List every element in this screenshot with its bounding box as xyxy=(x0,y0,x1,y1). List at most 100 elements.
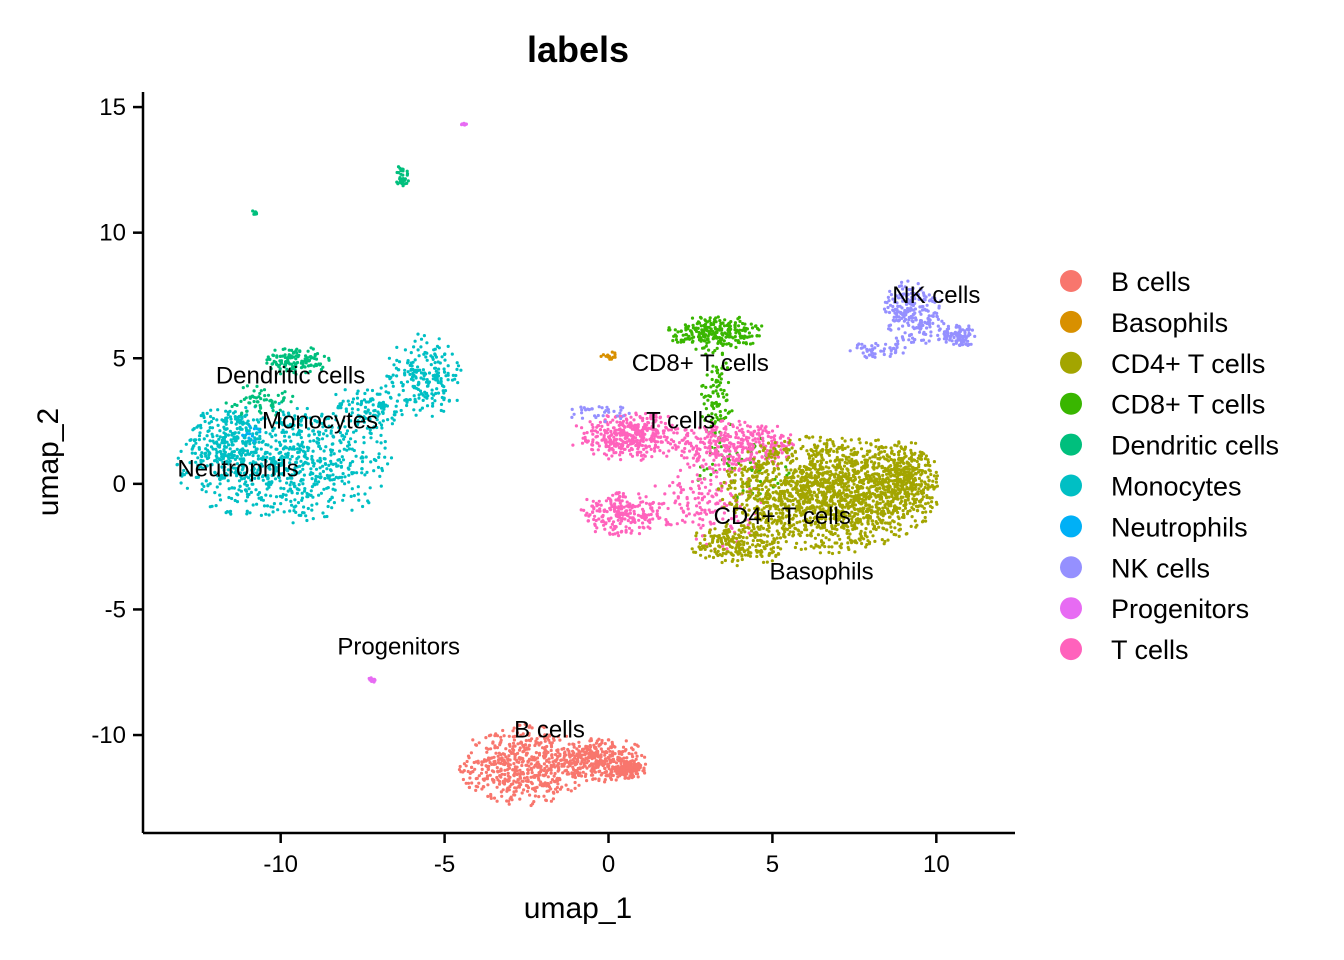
data-point xyxy=(248,473,253,477)
data-point xyxy=(813,477,818,482)
data-point xyxy=(742,433,746,437)
data-point xyxy=(244,406,248,410)
data-point xyxy=(789,479,793,483)
data-point xyxy=(270,481,274,485)
data-point xyxy=(401,177,405,181)
data-point xyxy=(311,449,315,453)
data-point xyxy=(678,485,683,489)
data-point xyxy=(840,436,844,440)
data-point xyxy=(688,329,693,333)
data-point xyxy=(253,436,257,440)
data-point xyxy=(926,475,930,479)
data-point xyxy=(721,497,725,502)
data-point xyxy=(771,497,776,501)
data-point xyxy=(300,478,304,482)
data-point xyxy=(326,416,331,421)
data-point xyxy=(900,483,904,487)
data-point xyxy=(635,441,639,445)
data-point xyxy=(642,447,646,451)
data-point xyxy=(252,427,256,431)
data-point xyxy=(853,461,858,466)
data-point xyxy=(244,499,248,503)
data-point xyxy=(392,418,396,422)
data-point xyxy=(208,439,212,443)
data-point xyxy=(214,504,218,508)
data-point xyxy=(629,452,633,456)
data-point xyxy=(341,472,345,476)
data-point xyxy=(924,510,928,514)
data-point xyxy=(785,468,789,472)
data-point xyxy=(431,357,435,361)
data-point xyxy=(921,510,925,515)
data-point xyxy=(624,417,629,421)
data-point xyxy=(329,431,333,435)
data-point xyxy=(848,538,853,542)
data-point xyxy=(811,435,815,439)
data-point xyxy=(726,487,730,491)
data-point xyxy=(410,375,415,379)
data-point xyxy=(294,504,298,508)
data-point xyxy=(878,501,882,505)
data-point xyxy=(271,429,275,433)
data-point xyxy=(235,447,239,451)
data-point xyxy=(300,440,305,444)
data-point xyxy=(642,516,646,520)
data-point xyxy=(239,489,243,493)
data-point xyxy=(913,487,918,491)
data-point xyxy=(860,460,864,464)
data-point xyxy=(733,473,737,477)
data-point xyxy=(375,418,379,422)
data-point xyxy=(876,515,880,519)
data-point xyxy=(175,463,179,467)
data-point xyxy=(702,402,706,406)
data-point xyxy=(626,424,630,428)
data-point xyxy=(241,433,245,437)
data-point xyxy=(886,510,891,515)
data-point xyxy=(229,438,233,442)
data-point xyxy=(691,447,695,451)
data-point xyxy=(737,341,742,345)
data-point xyxy=(259,498,263,502)
data-point xyxy=(741,473,745,477)
data-point xyxy=(619,458,623,462)
data-point xyxy=(280,430,284,434)
data-point xyxy=(857,437,861,441)
data-point xyxy=(414,376,418,380)
data-point xyxy=(302,473,306,477)
data-point xyxy=(721,419,725,423)
data-point xyxy=(416,332,420,336)
data-point xyxy=(885,528,889,532)
data-point xyxy=(426,384,430,388)
data-point xyxy=(791,498,795,502)
data-point xyxy=(218,450,222,454)
data-point xyxy=(233,410,237,414)
data-point xyxy=(853,550,857,554)
data-point xyxy=(718,467,722,471)
data-point xyxy=(703,510,707,514)
data-point xyxy=(935,502,939,506)
data-point xyxy=(311,472,315,476)
data-point xyxy=(205,456,209,461)
data-point xyxy=(321,469,325,474)
data-point xyxy=(721,343,725,347)
data-point xyxy=(374,458,378,463)
data-point xyxy=(241,451,245,455)
data-point xyxy=(312,432,316,436)
data-point xyxy=(757,466,761,471)
data-point xyxy=(898,506,902,510)
data-point xyxy=(783,478,787,482)
data-point xyxy=(406,398,410,402)
data-point xyxy=(835,458,839,462)
data-point xyxy=(213,470,217,474)
data-point xyxy=(919,498,923,503)
data-point xyxy=(405,181,409,185)
data-point xyxy=(609,429,613,433)
data-point xyxy=(709,478,713,482)
data-point xyxy=(406,370,410,374)
data-point xyxy=(237,414,241,419)
data-point xyxy=(436,380,440,385)
data-point xyxy=(447,399,451,403)
data-point xyxy=(341,419,345,423)
data-point xyxy=(708,449,712,453)
data-point xyxy=(771,470,775,475)
